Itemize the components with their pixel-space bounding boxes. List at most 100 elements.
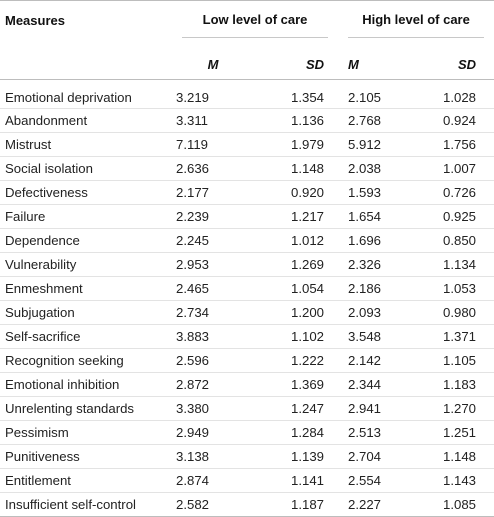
table-row: Insufficient self-control 2.582 1.187 2.227… xyxy=(0,492,494,517)
header-row-groups: Measures Low level of care High level of… xyxy=(0,0,494,50)
header-low-level-of-care: Low level of care xyxy=(172,1,338,50)
low-m-cell: 3.883 xyxy=(172,324,250,349)
low-m-cell: 2.874 xyxy=(172,468,250,493)
measure-cell: Failure xyxy=(0,204,172,229)
header-low-sd: SD xyxy=(305,56,325,72)
high-m-cell: 1.654 xyxy=(338,204,411,229)
measure-cell: Self-sacrifice xyxy=(0,324,172,349)
measure-cell: Vulnerability xyxy=(0,252,172,277)
measure-cell: Punitiveness xyxy=(0,444,172,469)
measure-cell: Defectiveness xyxy=(0,180,172,205)
low-sd-cell: 1.136 xyxy=(250,108,339,133)
table-row: Pessimism 2.949 1.284 2.513 1.251 xyxy=(0,420,494,445)
low-sd-cell: 1.012 xyxy=(250,228,339,253)
high-sd-cell: 1.053 xyxy=(410,276,494,301)
measure-cell: Emotional inhibition xyxy=(0,372,172,397)
low-sd-cell: 1.284 xyxy=(250,420,339,445)
high-sd-cell: 1.371 xyxy=(410,324,494,349)
high-sd-cell: 1.148 xyxy=(410,444,494,469)
high-m-cell: 2.941 xyxy=(338,396,411,421)
header-high-level-of-care: High level of care xyxy=(338,1,494,50)
high-m-cell: 1.696 xyxy=(338,228,411,253)
table-row: Entitlement 2.874 1.141 2.554 1.143 xyxy=(0,468,494,493)
measure-cell: Mistrust xyxy=(0,132,172,157)
low-sd-cell: 1.141 xyxy=(250,468,339,493)
header-low-rule xyxy=(182,37,329,38)
high-m-cell: 2.093 xyxy=(338,300,411,325)
table-row: Punitiveness 3.138 1.139 2.704 1.148 xyxy=(0,444,494,469)
measure-cell: Dependence xyxy=(0,228,172,253)
high-m-cell: 2.344 xyxy=(338,372,411,397)
high-m-cell: 2.326 xyxy=(338,252,411,277)
high-m-cell: 2.038 xyxy=(338,156,411,181)
high-sd-cell: 0.726 xyxy=(410,180,494,205)
low-m-cell: 2.949 xyxy=(172,420,250,445)
low-sd-cell: 1.354 xyxy=(250,79,339,109)
high-sd-cell: 0.980 xyxy=(410,300,494,325)
high-sd-cell: 0.924 xyxy=(410,108,494,133)
low-m-cell: 2.872 xyxy=(172,372,250,397)
low-sd-cell: 1.269 xyxy=(250,252,339,277)
low-sd-cell: 1.979 xyxy=(250,132,339,157)
low-m-cell: 2.734 xyxy=(172,300,250,325)
measure-cell: Abandonment xyxy=(0,108,172,133)
high-sd-cell: 0.850 xyxy=(410,228,494,253)
low-m-cell: 3.380 xyxy=(172,396,250,421)
measure-cell: Emotional deprivation xyxy=(0,79,172,109)
high-sd-cell: 1.028 xyxy=(410,79,494,109)
low-m-cell: 2.245 xyxy=(172,228,250,253)
table-row: Failure 2.239 1.217 1.654 0.925 xyxy=(0,204,494,229)
header-high-m: M xyxy=(348,56,359,72)
high-m-cell: 2.227 xyxy=(338,492,411,517)
high-m-cell: 2.704 xyxy=(338,444,411,469)
header-measures: Measures xyxy=(5,13,65,28)
header-high-sd: SD xyxy=(457,56,477,72)
measure-cell: Enmeshment xyxy=(0,276,172,301)
table-row: Emotional deprivation 3.219 1.354 2.105 1.02… xyxy=(0,79,494,109)
high-m-cell: 1.593 xyxy=(338,180,411,205)
low-m-cell: 2.953 xyxy=(172,252,250,277)
high-m-cell: 3.548 xyxy=(338,324,411,349)
high-sd-cell: 1.143 xyxy=(410,468,494,493)
table-row: Self-sacrifice 3.883 1.102 3.548 1.371 xyxy=(0,324,494,349)
high-m-cell: 2.105 xyxy=(338,79,411,109)
low-sd-cell: 1.148 xyxy=(250,156,339,181)
high-m-cell: 2.142 xyxy=(338,348,411,373)
high-m-cell: 2.554 xyxy=(338,468,411,493)
high-m-cell: 2.768 xyxy=(338,108,411,133)
table-row: Social isolation 2.636 1.148 2.038 1.007 xyxy=(0,156,494,181)
low-m-cell: 2.636 xyxy=(172,156,250,181)
low-m-cell: 2.177 xyxy=(172,180,250,205)
high-sd-cell: 0.925 xyxy=(410,204,494,229)
low-sd-cell: 1.369 xyxy=(250,372,339,397)
high-sd-cell: 1.007 xyxy=(410,156,494,181)
low-sd-cell: 1.217 xyxy=(250,204,339,229)
header-blank xyxy=(0,49,172,80)
low-sd-cell: 1.200 xyxy=(250,300,339,325)
high-sd-cell: 1.183 xyxy=(410,372,494,397)
low-m-cell: 3.219 xyxy=(172,79,250,109)
table-row: Defectiveness 2.177 0.920 1.593 0.726 xyxy=(0,180,494,205)
header-high-label: High level of care xyxy=(362,12,470,27)
measure-cell: Subjugation xyxy=(0,300,172,325)
table-row: Unrelenting standards 3.380 1.247 2.941 1.27… xyxy=(0,396,494,421)
table-row: Dependence 2.245 1.012 1.696 0.850 xyxy=(0,228,494,253)
high-sd-cell: 1.105 xyxy=(410,348,494,373)
header-row-stats: M SD M SD xyxy=(0,49,494,80)
high-sd-cell: 1.085 xyxy=(410,492,494,517)
high-sd-cell: 1.251 xyxy=(410,420,494,445)
table-row: Abandonment 3.311 1.136 2.768 0.924 xyxy=(0,108,494,133)
table-body: Emotional deprivation 3.219 1.354 2.105 1.02… xyxy=(0,79,494,517)
measure-cell: Recognition seeking xyxy=(0,348,172,373)
header-low-label: Low level of care xyxy=(202,12,308,27)
table-row: Subjugation 2.734 1.200 2.093 0.980 xyxy=(0,300,494,325)
high-m-cell: 2.186 xyxy=(338,276,411,301)
header-low-m: M xyxy=(207,56,219,72)
low-sd-cell: 1.139 xyxy=(250,444,339,469)
low-sd-cell: 1.187 xyxy=(250,492,339,517)
high-sd-cell: 1.270 xyxy=(410,396,494,421)
low-m-cell: 2.465 xyxy=(172,276,250,301)
low-sd-cell: 1.054 xyxy=(250,276,339,301)
low-m-cell: 3.138 xyxy=(172,444,250,469)
